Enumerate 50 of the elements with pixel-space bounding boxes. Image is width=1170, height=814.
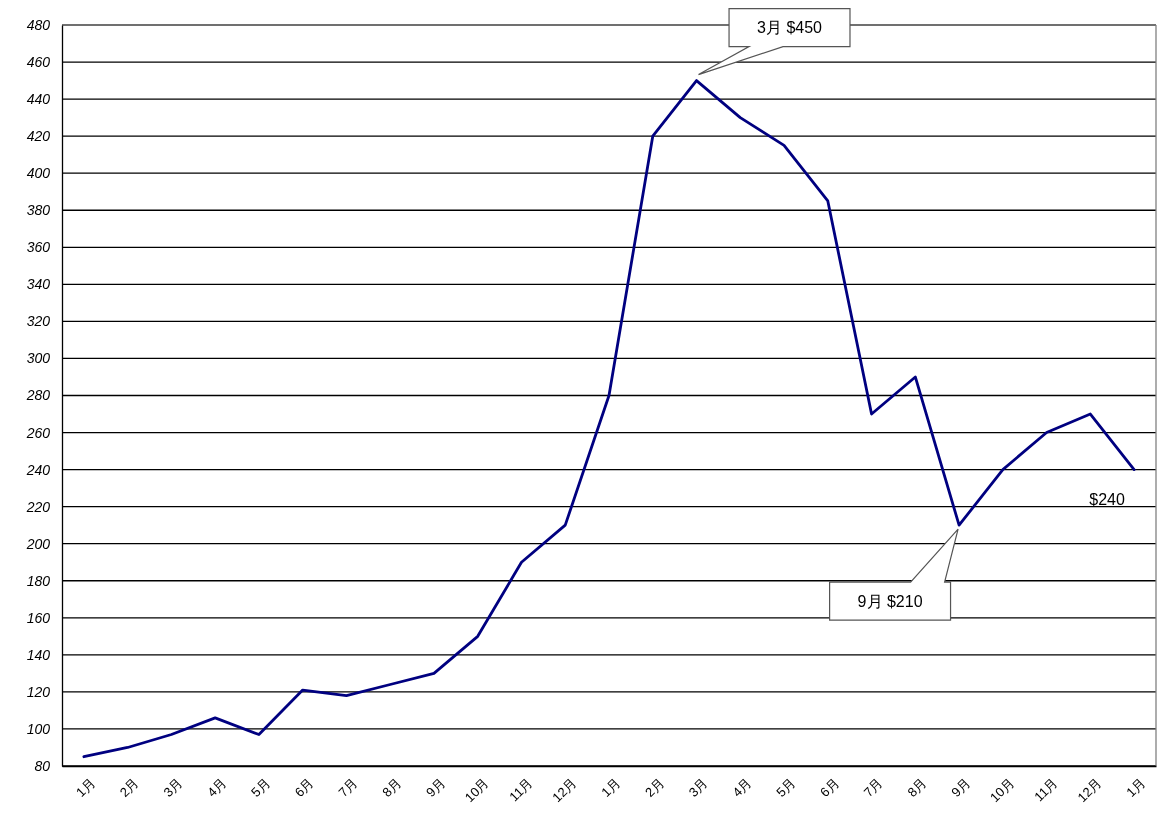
line-series	[82, 79, 1136, 759]
x-tick-label: 8月	[379, 774, 405, 800]
y-tick-label: 100	[26, 720, 51, 737]
y-tick-label: 80	[34, 757, 51, 774]
y-tick-label: 200	[25, 535, 51, 552]
x-tick-label: 11月	[1031, 774, 1061, 805]
y-tick-label: 120	[26, 683, 51, 700]
x-tick-label: 1月	[1123, 774, 1149, 800]
y-tick-label: 280	[25, 387, 51, 404]
x-tick-label: 4月	[729, 774, 755, 800]
y-tick-label: 440	[26, 91, 51, 108]
x-tick-label: 6月	[291, 774, 317, 800]
y-tick-label: 300	[26, 350, 51, 367]
y-tick-label: 420	[26, 128, 51, 145]
y-tick-label: 240	[25, 461, 51, 478]
x-tick-label: 9月	[423, 774, 449, 800]
x-tick-label: 10月	[986, 774, 1017, 805]
y-tick-label: 400	[26, 165, 51, 182]
y-tick-label: 480	[26, 16, 51, 33]
x-tick-label: 10月	[461, 774, 492, 805]
x-tick-label: 12月	[1074, 774, 1105, 805]
y-tick-label: 160	[26, 609, 51, 626]
x-tick-label: 8月	[904, 774, 930, 800]
annotation: 9月 $210	[857, 592, 923, 610]
x-tick-label: 5月	[773, 774, 799, 800]
x-tick-label: 4月	[204, 774, 230, 800]
x-tick-label: 5月	[248, 774, 273, 800]
x-tick-label: 3月	[160, 774, 186, 800]
y-tick-label: 360	[26, 239, 51, 256]
y-tick-label: 380	[26, 202, 51, 219]
y-tick-label: 180	[26, 572, 51, 589]
x-tick-label: 6月	[816, 774, 842, 800]
x-tick-label: 2月	[116, 774, 142, 800]
x-tick-label: 2月	[641, 774, 667, 800]
annotation: $240	[1089, 490, 1126, 508]
y-tick-label: 320	[26, 313, 51, 330]
y-tick-label: 140	[26, 646, 51, 663]
annotation: 3月 $450	[757, 19, 823, 37]
x-tick-label: 9月	[948, 774, 974, 800]
x-tick-label: 11月	[506, 774, 536, 805]
y-tick-label: 220	[25, 498, 51, 515]
x-tick-label: 1月	[598, 774, 624, 800]
x-tick-label: 3月	[685, 774, 711, 800]
y-tick-label: 340	[26, 276, 51, 293]
x-tick-label: 12月	[549, 774, 580, 805]
y-tick-label: 260	[25, 424, 51, 441]
x-tick-label: 7月	[860, 774, 886, 800]
x-tick-label: 1月	[73, 774, 98, 800]
y-tick-label: 460	[26, 54, 51, 71]
x-tick-label: 7月	[335, 774, 361, 800]
